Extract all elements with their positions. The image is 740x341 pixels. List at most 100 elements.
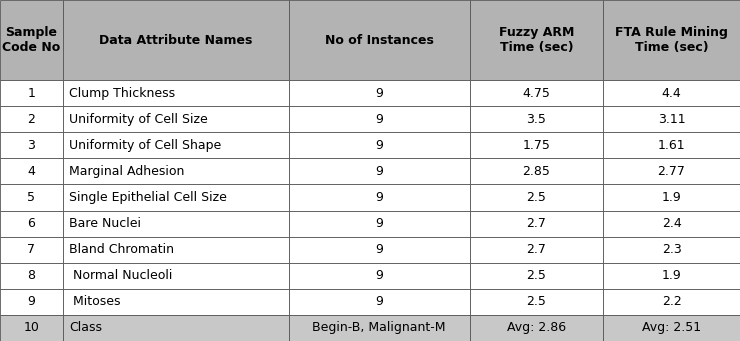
- Bar: [289, 106, 470, 132]
- Bar: [470, 289, 603, 315]
- Bar: [603, 132, 740, 158]
- Text: 6: 6: [27, 217, 36, 230]
- Text: 9: 9: [375, 217, 383, 230]
- Text: 10: 10: [24, 322, 39, 335]
- Text: Data Attribute Names: Data Attribute Names: [99, 33, 252, 47]
- Bar: [63, 184, 289, 210]
- Text: Mitoses: Mitoses: [69, 295, 121, 308]
- Bar: [603, 106, 740, 132]
- Text: FTA Rule Mining
Time (sec): FTA Rule Mining Time (sec): [615, 26, 728, 54]
- Bar: [603, 315, 740, 341]
- Bar: [63, 132, 289, 158]
- Bar: [63, 106, 289, 132]
- Text: 5: 5: [27, 191, 36, 204]
- Bar: [289, 158, 470, 184]
- Bar: [470, 263, 603, 289]
- Text: 3.11: 3.11: [658, 113, 685, 126]
- Bar: [603, 184, 740, 210]
- Text: 2.85: 2.85: [522, 165, 551, 178]
- Text: 9: 9: [375, 191, 383, 204]
- Text: Avg: 2.51: Avg: 2.51: [642, 322, 701, 335]
- Bar: [289, 263, 470, 289]
- Text: 9: 9: [375, 139, 383, 152]
- Text: 9: 9: [375, 295, 383, 308]
- Bar: [603, 158, 740, 184]
- Bar: [470, 315, 603, 341]
- Text: Class: Class: [69, 322, 102, 335]
- Bar: [63, 263, 289, 289]
- Text: Sample
Code No: Sample Code No: [2, 26, 61, 54]
- Text: 2.77: 2.77: [658, 165, 685, 178]
- Bar: [0, 132, 63, 158]
- Bar: [289, 210, 470, 237]
- Text: 1.61: 1.61: [658, 139, 685, 152]
- Bar: [470, 80, 603, 106]
- Text: 1.9: 1.9: [662, 191, 682, 204]
- Text: 2.2: 2.2: [662, 295, 682, 308]
- Text: Bland Chromatin: Bland Chromatin: [69, 243, 174, 256]
- Bar: [603, 0, 740, 80]
- Bar: [63, 158, 289, 184]
- Bar: [470, 0, 603, 80]
- Text: 1: 1: [27, 87, 36, 100]
- Bar: [0, 210, 63, 237]
- Text: 4.4: 4.4: [662, 87, 682, 100]
- Bar: [603, 210, 740, 237]
- Bar: [0, 0, 63, 80]
- Text: 2.5: 2.5: [527, 295, 546, 308]
- Text: Clump Thickness: Clump Thickness: [69, 87, 175, 100]
- Text: Marginal Adhesion: Marginal Adhesion: [69, 165, 184, 178]
- Text: 4.75: 4.75: [522, 87, 551, 100]
- Bar: [289, 315, 470, 341]
- Text: Uniformity of Cell Shape: Uniformity of Cell Shape: [69, 139, 221, 152]
- Bar: [63, 315, 289, 341]
- Bar: [289, 184, 470, 210]
- Text: 1.9: 1.9: [662, 269, 682, 282]
- Text: 3: 3: [27, 139, 36, 152]
- Bar: [0, 289, 63, 315]
- Bar: [0, 315, 63, 341]
- Bar: [289, 289, 470, 315]
- Bar: [470, 184, 603, 210]
- Text: 9: 9: [375, 113, 383, 126]
- Bar: [603, 263, 740, 289]
- Text: 3.5: 3.5: [527, 113, 546, 126]
- Text: 9: 9: [375, 165, 383, 178]
- Text: 2.7: 2.7: [527, 243, 546, 256]
- Text: 8: 8: [27, 269, 36, 282]
- Bar: [470, 237, 603, 263]
- Text: 9: 9: [375, 269, 383, 282]
- Bar: [0, 80, 63, 106]
- Text: Avg: 2.86: Avg: 2.86: [507, 322, 566, 335]
- Text: Single Epithelial Cell Size: Single Epithelial Cell Size: [69, 191, 226, 204]
- Bar: [603, 80, 740, 106]
- Bar: [289, 80, 470, 106]
- Bar: [470, 210, 603, 237]
- Bar: [289, 237, 470, 263]
- Bar: [63, 0, 289, 80]
- Text: Normal Nucleoli: Normal Nucleoli: [69, 269, 172, 282]
- Text: 7: 7: [27, 243, 36, 256]
- Text: 2.7: 2.7: [527, 217, 546, 230]
- Text: 2.5: 2.5: [527, 191, 546, 204]
- Bar: [0, 106, 63, 132]
- Text: 2.3: 2.3: [662, 243, 682, 256]
- Bar: [289, 132, 470, 158]
- Bar: [603, 289, 740, 315]
- Text: Begin-B, Malignant-M: Begin-B, Malignant-M: [312, 322, 446, 335]
- Bar: [0, 263, 63, 289]
- Bar: [63, 80, 289, 106]
- Text: Uniformity of Cell Size: Uniformity of Cell Size: [69, 113, 207, 126]
- Bar: [63, 210, 289, 237]
- Bar: [470, 158, 603, 184]
- Text: 1.75: 1.75: [522, 139, 551, 152]
- Bar: [63, 289, 289, 315]
- Text: 2: 2: [27, 113, 36, 126]
- Bar: [63, 237, 289, 263]
- Bar: [470, 106, 603, 132]
- Text: No of Instances: No of Instances: [325, 33, 434, 47]
- Text: 9: 9: [375, 243, 383, 256]
- Text: Bare Nuclei: Bare Nuclei: [69, 217, 141, 230]
- Bar: [603, 237, 740, 263]
- Bar: [0, 237, 63, 263]
